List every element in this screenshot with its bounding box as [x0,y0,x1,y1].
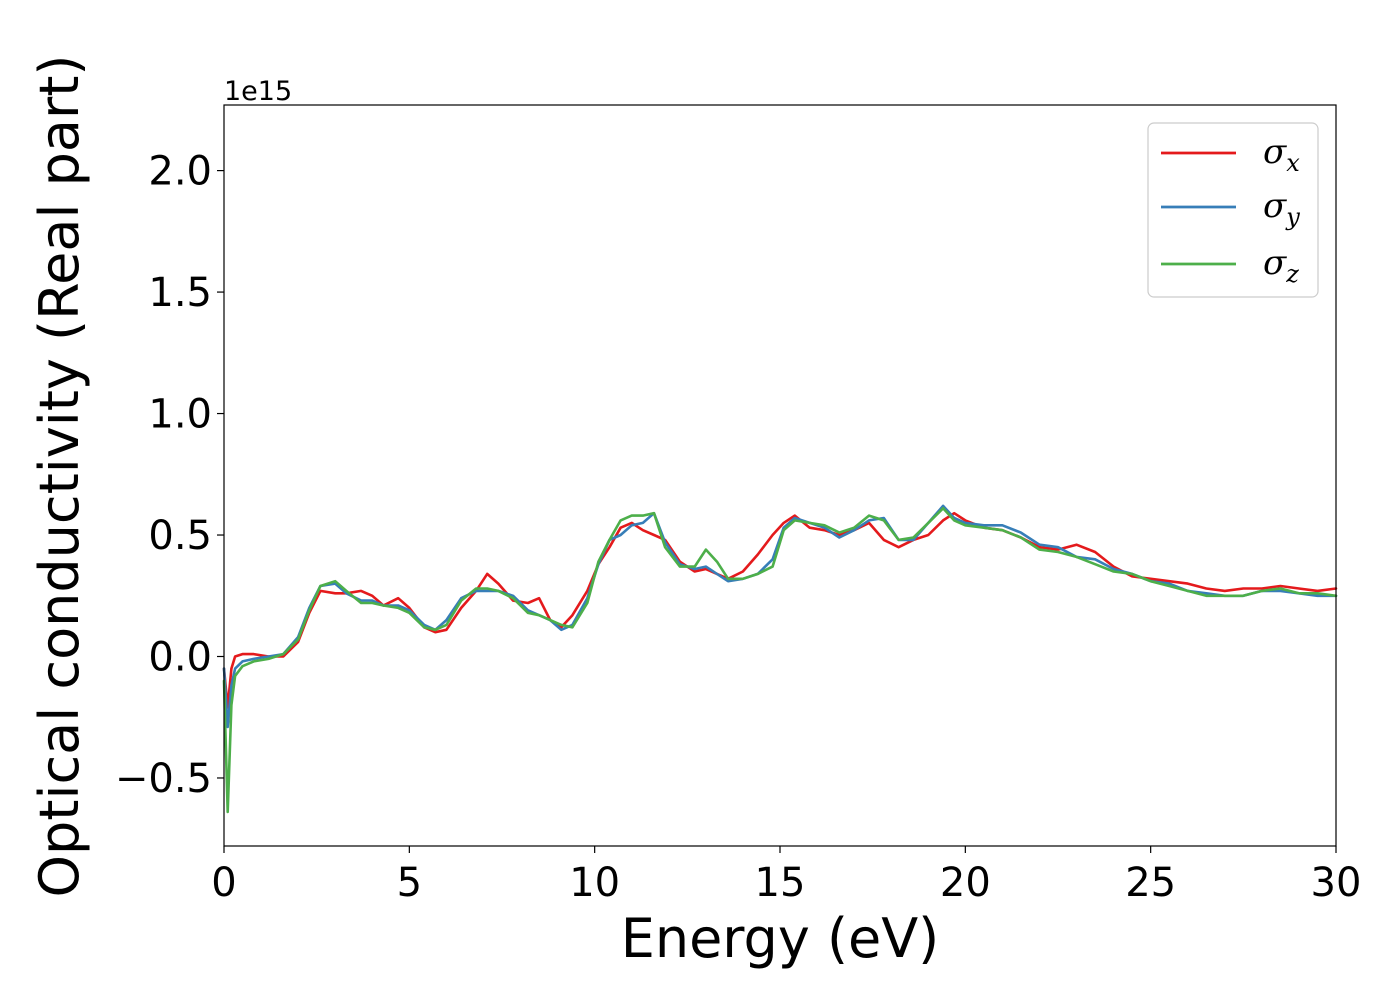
y-tick-label: 0.5 [148,513,212,559]
x-tick-label: 0 [211,860,236,906]
y-tick-label: 1.0 [148,392,212,438]
x-tick-label: 30 [1311,860,1362,906]
x-axis: 0 5 10 15 20 25 30 [211,846,1361,906]
x-tick-label: 20 [940,860,991,906]
y-tick-label: −0.5 [115,756,212,802]
y-tick-label: 1.5 [148,270,212,316]
series-layer [222,504,1338,814]
y-axis-title: Optical conductivity (Real part) [28,55,91,898]
legend-box [1147,122,1319,298]
x-tick-label: 10 [569,860,620,906]
y-axis: −0.5 0.0 0.5 1.0 1.5 2.0 [115,149,224,802]
x-tick-label: 15 [755,860,806,906]
series-line-z [222,507,1338,814]
x-axis-title: Energy (eV) [621,907,940,970]
x-tick-label: 25 [1125,860,1176,906]
series-line-x [222,511,1338,709]
y-offset-label: 1e15 [224,76,292,107]
y-tick-label: 0.0 [148,634,212,680]
x-tick-label: 5 [397,860,422,906]
y-tick-label: 2.0 [148,149,212,195]
series-line-y [222,504,1338,729]
